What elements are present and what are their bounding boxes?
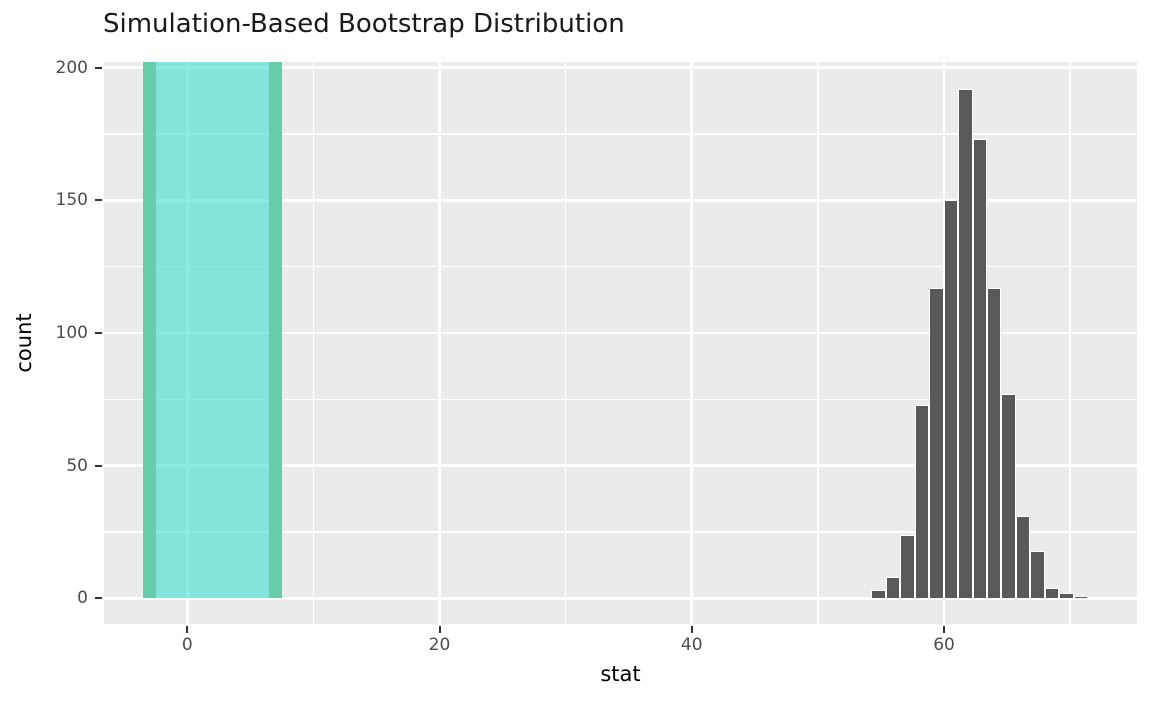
histogram-bar <box>1015 516 1031 599</box>
histogram-bar <box>1044 587 1060 599</box>
histogram-bar <box>1073 595 1089 599</box>
histogram-bar <box>900 534 915 599</box>
x-tick-mark <box>186 626 189 633</box>
x-tick-mark <box>943 626 946 633</box>
minor-gridline-x <box>312 62 315 624</box>
y-axis-title: count <box>12 313 36 373</box>
minor-gridline-x <box>1069 62 1071 624</box>
major-gridline-x <box>438 62 441 624</box>
plot-panel <box>104 62 1137 624</box>
ci-lower-endpoint-line <box>143 62 156 599</box>
minor-gridline-y <box>104 266 1137 268</box>
histogram-bar <box>987 287 1002 599</box>
histogram-bar <box>972 139 988 599</box>
histogram-bar <box>914 404 930 599</box>
chart-title: Simulation-Based Bootstrap Distribution <box>103 9 625 39</box>
y-tick-mark <box>95 597 102 600</box>
y-tick-label: 50 <box>66 455 88 476</box>
major-gridline-x <box>690 62 694 624</box>
histogram-bar <box>885 577 901 599</box>
y-tick-mark <box>95 464 102 467</box>
ci-upper-endpoint-line <box>269 62 282 599</box>
major-gridline-y <box>104 66 1137 70</box>
major-gridline-y <box>104 331 1137 335</box>
minor-gridline-x <box>817 62 819 624</box>
histogram-bar <box>958 89 973 599</box>
major-gridline-y <box>104 596 1137 600</box>
histogram-bar <box>1001 394 1016 599</box>
confidence-interval-band <box>149 62 276 599</box>
y-tick-mark <box>95 199 102 202</box>
histogram-bar <box>929 287 944 599</box>
x-axis-title: stat <box>600 662 641 686</box>
y-tick-mark <box>95 332 102 335</box>
x-tick-label: 40 <box>680 635 703 655</box>
histogram-bar <box>943 200 959 599</box>
x-tick-label: 60 <box>933 635 955 655</box>
histogram-bar <box>1059 592 1074 599</box>
x-tick-label: 0 <box>181 635 193 655</box>
major-gridline-y <box>104 464 1137 468</box>
major-gridline-y <box>104 199 1137 202</box>
y-tick-label: 150 <box>55 190 88 211</box>
x-tick-label: 20 <box>428 635 451 655</box>
y-tick-mark <box>95 66 102 69</box>
histogram-bar <box>1030 550 1045 599</box>
y-tick-label: 0 <box>77 588 88 609</box>
y-tick-label: 200 <box>55 57 88 78</box>
minor-gridline-y <box>104 531 1137 533</box>
y-tick-label: 100 <box>55 323 88 344</box>
histogram-bar <box>871 590 886 599</box>
minor-gridline-y <box>104 398 1137 401</box>
x-tick-mark <box>690 626 693 633</box>
x-tick-mark <box>438 626 441 633</box>
minor-gridline-x <box>564 62 567 624</box>
minor-gridline-y <box>104 133 1137 135</box>
